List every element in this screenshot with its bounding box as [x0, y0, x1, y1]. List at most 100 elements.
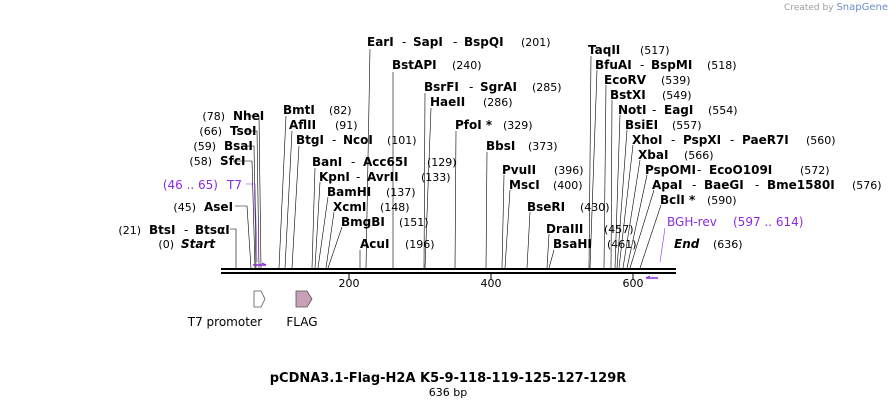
enzyme-position: (201) — [521, 36, 551, 49]
feature-flag[interactable]: FLAG — [286, 290, 318, 329]
enzyme-bmgbi[interactable]: BmgBI (151) — [341, 215, 429, 229]
primer-t7-arrow[interactable] — [253, 262, 267, 266]
enzyme-taqii[interactable]: TaqII (517) — [588, 43, 670, 57]
enzyme-separator: - — [755, 178, 759, 192]
ruler-tick-label: 200 — [339, 277, 360, 290]
enzyme-position: (554) — [708, 104, 738, 117]
enzyme-acui[interactable]: AcuI (196) — [360, 237, 435, 251]
enzyme-bsiei[interactable]: BsiEI (557) — [625, 118, 702, 132]
enzyme-position: (430) — [580, 201, 610, 214]
enzyme-name: Acc65I — [363, 155, 408, 169]
enzyme-xbai[interactable]: XbaI (566) — [638, 148, 714, 162]
enzyme-msci[interactable]: MscI (400) — [509, 178, 583, 192]
enzyme-bstapi[interactable]: BstAPI (240) — [392, 58, 482, 72]
enzyme-name: Bme1580I — [767, 178, 835, 192]
plasmid-name: pCDNA3.1-Flag-H2A K5-9-118-119-125-127-1… — [270, 371, 627, 386]
enzyme-separator: - — [652, 103, 656, 117]
credit-prefix: Created by — [784, 3, 834, 13]
enzyme-name: AseI — [204, 200, 233, 214]
enzyme-position: (461) — [607, 238, 637, 251]
enzyme-bani-acc65i[interactable]: BanI - Acc65I (129) — [312, 155, 457, 169]
enzyme-name: BspMI — [651, 58, 692, 72]
enzyme-name: PspXI — [683, 133, 721, 147]
enzyme-name: BclI * — [660, 193, 696, 207]
enzyme-name: BmgBI — [341, 215, 385, 229]
enzyme-pvuii[interactable]: PvuII (396) — [502, 163, 584, 177]
enzyme-bfuai-bspmi[interactable]: BfuAI - BspMI (518) — [595, 58, 737, 72]
enzyme-pfoi[interactable]: PfoI * (329) — [455, 118, 533, 132]
enzyme-bmti[interactable]: BmtI (82) — [283, 103, 352, 117]
enzyme-noti-eagi[interactable]: NotI - EagI (554) — [618, 103, 738, 117]
enzyme-position: (549) — [662, 89, 692, 102]
enzyme-name: HaeII — [430, 95, 465, 109]
enzyme-name: BbsI — [486, 139, 515, 153]
enzyme-tsoi[interactable]: (66) TsoI — [199, 124, 256, 138]
enzyme-position: (576) — [852, 179, 882, 192]
primer-label: T7 — [226, 178, 242, 192]
primer-t7[interactable]: (46 .. 65) T7 — [163, 178, 242, 192]
enzyme-position: (566) — [684, 149, 714, 162]
enzyme-eari-sapi-bspqi[interactable]: EarI - SapI - BspQI (201) — [367, 35, 551, 49]
enzyme-name: EarI — [367, 35, 394, 49]
enzyme-separator: - — [453, 35, 457, 49]
enzyme-aflii[interactable]: AflII (91) — [289, 118, 358, 132]
enzyme-kpni-avrii[interactable]: KpnI - AvrII (133) — [319, 170, 451, 184]
enzyme-btgi-ncoi[interactable]: BtgI - NcoI (101) — [296, 133, 417, 147]
enzyme-haeii[interactable]: HaeII (286) — [430, 95, 513, 109]
enzyme-bbsi[interactable]: BbsI (373) — [486, 139, 558, 153]
enzyme-asei[interactable]: (45) AseI — [173, 200, 233, 214]
ruler: 200 400 600 — [339, 274, 644, 290]
enzyme-separator: - — [671, 133, 675, 147]
enzyme-bseri[interactable]: BseRI (430) — [527, 200, 610, 214]
enzyme-name: MscI — [509, 178, 540, 192]
enzyme-separator: - — [356, 170, 360, 184]
enzyme-separator: - — [351, 155, 355, 169]
primer-range: (46 .. 65) — [163, 178, 218, 192]
enzyme-position: (66) — [199, 125, 222, 138]
enzyme-apai-baegi-bme1580i[interactable]: ApaI - BaeGI - Bme1580I (576) — [652, 178, 882, 192]
enzyme-btsi-btsai[interactable]: (21) BtsI - BtsαI — [118, 223, 229, 237]
enzyme-bstxi[interactable]: BstXI (549) — [610, 88, 692, 102]
enzyme-pspomi-ecoo109i[interactable]: PspOMI - EcoO109I (572) — [645, 163, 830, 177]
feature-t7-promoter[interactable]: T7 promoter — [187, 290, 266, 329]
enzyme-bamhi[interactable]: BamHI (137) — [327, 185, 416, 199]
enzyme-sfci[interactable]: (58) SfcI — [189, 154, 245, 168]
enzyme-name: BamHI — [327, 185, 371, 199]
enzyme-position: (129) — [427, 156, 457, 169]
enzyme-name: BsrFI — [424, 80, 459, 94]
feature-label: FLAG — [286, 315, 317, 329]
primer-bgh-rev-arrow[interactable] — [645, 275, 658, 279]
enzyme-separator: - — [402, 35, 406, 49]
enzyme-bsai[interactable]: (59) BsaI — [193, 139, 252, 153]
ruler-tick-label: 600 — [623, 277, 644, 290]
enzyme-name: XhoI — [632, 133, 663, 147]
enzyme-name: BaeGI — [704, 178, 744, 192]
enzyme-bcli[interactable]: BclI * (590) — [660, 193, 737, 207]
enzyme-position: (58) — [189, 155, 212, 168]
enzyme-position: (557) — [672, 119, 702, 132]
enzyme-name: NotI — [618, 103, 647, 117]
enzyme-ecorv[interactable]: EcoRV (539) — [604, 73, 691, 87]
enzyme-name: SfcI — [220, 154, 245, 168]
enzyme-position: (240) — [452, 59, 482, 72]
enzyme-name: BmtI — [283, 103, 315, 117]
enzyme-separator: - — [697, 163, 701, 177]
enzyme-xcmi[interactable]: XcmI (148) — [333, 200, 410, 214]
enzyme-bsrfi-sgrai[interactable]: BsrFI - SgrAI (285) — [424, 80, 562, 94]
enzyme-position: (590) — [707, 194, 737, 207]
snapgene-logo-text: SnapGene — [836, 2, 888, 13]
enzyme-name: PfoI * — [455, 118, 493, 132]
end-label: End — [674, 237, 700, 251]
enzyme-position: (91) — [335, 119, 358, 132]
enzyme-nhei[interactable]: (78) NheI — [202, 109, 264, 123]
enzyme-xhoi-pspxi-paer7i[interactable]: XhoI - PspXI - PaeR7I (560) — [632, 133, 836, 147]
enzyme-position: (396) — [554, 164, 584, 177]
enzyme-position: (373) — [528, 140, 558, 153]
enzyme-draiii[interactable]: DraIII (457) — [546, 222, 634, 236]
enzyme-name: AflII — [289, 118, 316, 132]
enzyme-bsahi[interactable]: BsaHI (461) — [553, 237, 637, 251]
enzyme-name: EcoRV — [604, 73, 647, 87]
enzyme-position: (151) — [399, 216, 429, 229]
end-position: (636) — [713, 238, 743, 251]
primer-bgh-rev[interactable]: BGH-rev (597 .. 614) — [667, 215, 803, 229]
